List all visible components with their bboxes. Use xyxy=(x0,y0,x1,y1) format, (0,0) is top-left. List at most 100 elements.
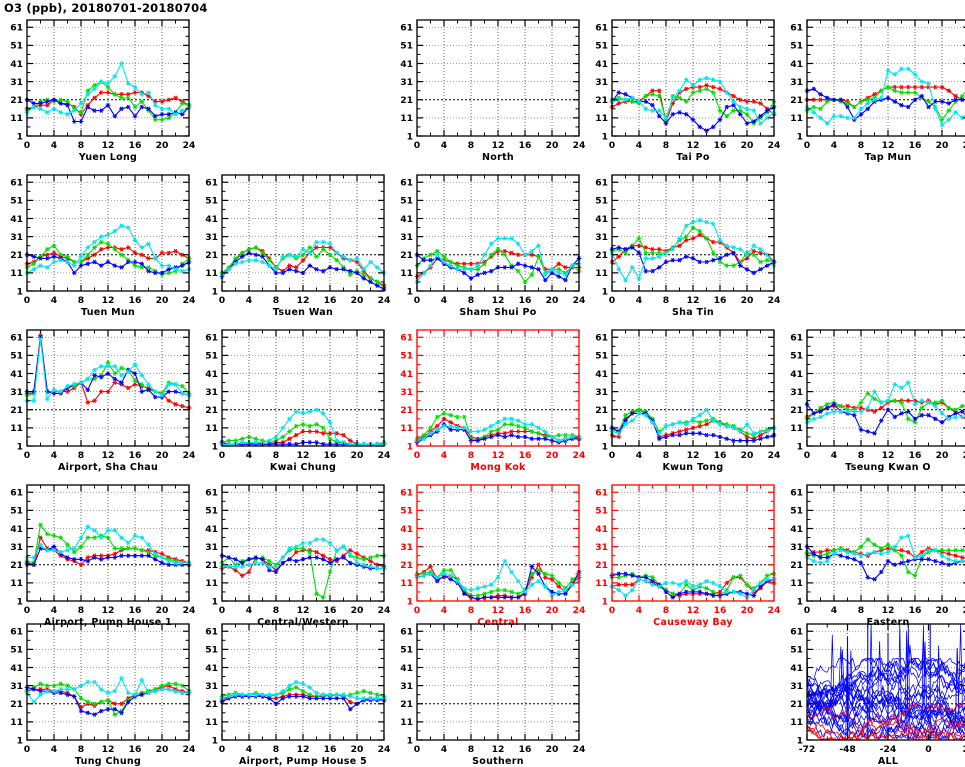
x-tick-label: 8 xyxy=(858,605,864,616)
y-tick-label: 21 xyxy=(595,95,608,106)
panel-mong-kok[interactable]: 1 11 21 31 41 51 61 0 4 8 12 16 20 24 Mong Kok xyxy=(390,328,585,473)
y-tick-label: 51 xyxy=(595,196,608,207)
panel-title: Kwun Tong xyxy=(662,462,724,473)
series-line-blue xyxy=(806,403,965,434)
panel-central-western[interactable]: 1 11 21 31 41 51 61 0 4 8 12 16 20 24 Central/Western xyxy=(195,483,390,628)
x-tick-label: 4 xyxy=(51,450,57,461)
x-tick-label: 20 xyxy=(936,140,949,151)
panel-title: Airport, Sha Chau xyxy=(57,462,159,473)
series-markers-green xyxy=(609,225,777,268)
panel-title: Tseung Kwan O xyxy=(845,462,931,473)
x-tick-label: 20 xyxy=(156,605,169,616)
y-tick-label: 31 xyxy=(10,681,23,692)
x-tick-label: 24 xyxy=(573,605,586,616)
panel-tung-chung[interactable]: 1 11 21 31 41 51 61 0 4 8 12 16 20 24 Tung Chung xyxy=(0,622,195,767)
y-tick-label: 21 xyxy=(595,250,608,261)
y-tick-label: 1 xyxy=(17,596,23,607)
x-tick-label: 4 xyxy=(636,295,642,306)
y-tick-label: 31 xyxy=(400,77,413,88)
panel-central[interactable]: 1 11 21 31 41 51 61 0 4 8 12 16 20 24 Central xyxy=(390,483,586,628)
panel-tuen-mun[interactable]: 1 11 21 31 41 51 61 0 4 8 12 16 20 24 Tuen Mun xyxy=(0,173,196,318)
y-tick-label: 61 xyxy=(10,23,23,34)
series-line-blue xyxy=(806,88,965,121)
panel-causeway-bay[interactable]: 1 11 21 31 41 51 61 0 4 8 12 16 20 24 Causeway Bay xyxy=(585,483,780,628)
x-tick-label: 12 xyxy=(882,605,895,616)
y-tick-label: 61 xyxy=(10,488,23,499)
y-tick-label: 51 xyxy=(10,196,23,207)
panel-tap-mun[interactable]: 111213141516104812162024Tap Mun xyxy=(780,18,965,163)
x-tick-label: 0 xyxy=(414,605,420,616)
y-tick-label: 1 xyxy=(212,286,218,297)
panel-eastern[interactable]: 111213141516104812162024Eastern xyxy=(780,483,965,628)
y-tick-label: 41 xyxy=(10,663,23,674)
x-tick-label: 16 xyxy=(324,744,337,755)
x-tick-label: 20 xyxy=(156,450,169,461)
panel-kwun-tong[interactable]: 1 11 21 31 41 51 61 0 4 8 12 16 20 24 Kwun Tong xyxy=(585,328,780,473)
y-tick-label: 11 xyxy=(790,423,803,434)
panel-tsuen-wan[interactable]: 1 11 21 31 41 51 61 0 4 8 12 16 20 24 Tsuen Wan xyxy=(195,173,390,318)
panel-north[interactable]: 1 11 21 31 41 51 61 0 4 8 12 16 20 24 North xyxy=(390,18,585,163)
y-tick-label: 1 xyxy=(407,735,413,746)
x-tick-label: 16 xyxy=(129,295,142,306)
y-tick-label: 21 xyxy=(10,405,23,416)
panel-yuen-long[interactable]: 1 11 21 31 41 51 61 0 4 8 12 16 20 24 Yuen Long xyxy=(0,18,195,163)
series-line-red xyxy=(807,703,965,740)
y-tick-label: 51 xyxy=(790,41,803,52)
x-tick-label: 0 xyxy=(414,744,420,755)
panel-southern[interactable]: 1 11 21 31 41 51 61 0 4 8 12 16 20 24 Southern xyxy=(390,622,585,767)
y-tick-label: 51 xyxy=(790,351,803,362)
panel-title: ALL xyxy=(877,756,899,767)
x-tick-label: 12 xyxy=(102,450,115,461)
x-tick-label: 0 xyxy=(24,140,30,151)
y-tick-label: 1 xyxy=(602,131,608,142)
series-group xyxy=(219,679,387,712)
y-tick-label: 51 xyxy=(400,506,413,517)
x-tick-label: 4 xyxy=(636,450,642,461)
panel-airport-sha-chau[interactable]: 1 11 21 31 41 51 61 0 4 8 12 16 20 24 Airport, Sha Cha… xyxy=(0,328,195,473)
panel-tseung-kwan-o[interactable]: 111213141516104812162024Tseung Kwan O xyxy=(780,328,965,473)
x-tick-label: 4 xyxy=(51,744,57,755)
panel-sham-shui-po[interactable]: 1 11 21 31 41 51 61 0 4 8 12 16 20 24 Sham Shui Po xyxy=(390,173,585,318)
panel-airport-pump-house-1[interactable]: 1 11 21 31 41 51 61 0 4 8 12 16 20 24 Airport, Pump Ho… xyxy=(0,483,195,628)
plot-frame xyxy=(806,329,965,447)
x-tick-label: 4 xyxy=(636,140,642,151)
y-tick-label: 11 xyxy=(790,717,803,728)
panel-title: Tung Chung xyxy=(74,756,142,767)
y-tick-label: 21 xyxy=(205,699,218,710)
x-tick-label: 16 xyxy=(129,744,142,755)
y-tick-label: 1 xyxy=(797,596,803,607)
panel-tai-po[interactable]: 1 11 21 31 41 51 61 0 4 8 12 16 20 24 Tai Po xyxy=(585,18,780,163)
series-group xyxy=(24,61,192,124)
y-tick-label: 31 xyxy=(595,387,608,398)
x-tick-label: 20 xyxy=(546,295,559,306)
x-tick-label: 0 xyxy=(925,744,931,755)
y-tick-label: 41 xyxy=(400,59,413,70)
panel-sha-tin[interactable]: 1 11 21 31 41 51 61 0 4 8 12 16 20 24 Sha Tin xyxy=(585,173,780,318)
y-tick-label: 31 xyxy=(10,542,23,553)
y-tick-label: 11 xyxy=(10,578,23,589)
y-tick-label: 61 xyxy=(400,627,413,638)
x-tick-label: 24 xyxy=(183,295,196,306)
x-tick-label: 20 xyxy=(351,450,364,461)
x-tick-label: 12 xyxy=(882,140,895,151)
panel-kwai-chung[interactable]: 1 11 21 31 41 51 61 0 4 8 12 16 20 24 Kwai Chung xyxy=(195,328,390,473)
x-tick-label: 12 xyxy=(297,450,310,461)
x-tick-label: 8 xyxy=(78,450,84,461)
x-tick-label: -48 xyxy=(839,744,856,755)
panel-airport-pump-house-5[interactable]: 1 11 21 31 41 51 61 0 4 8 12 16 20 24 Airport, Pump Ho… xyxy=(195,622,390,767)
panel-title: Tai Po xyxy=(676,152,710,163)
y-tick-label: 61 xyxy=(205,178,218,189)
y-tick-label: 11 xyxy=(10,268,23,279)
x-tick-label: 4 xyxy=(441,140,447,151)
y-tick-label: 51 xyxy=(205,351,218,362)
x-tick-label: 12 xyxy=(102,295,115,306)
y-tick-label: 11 xyxy=(595,578,608,589)
